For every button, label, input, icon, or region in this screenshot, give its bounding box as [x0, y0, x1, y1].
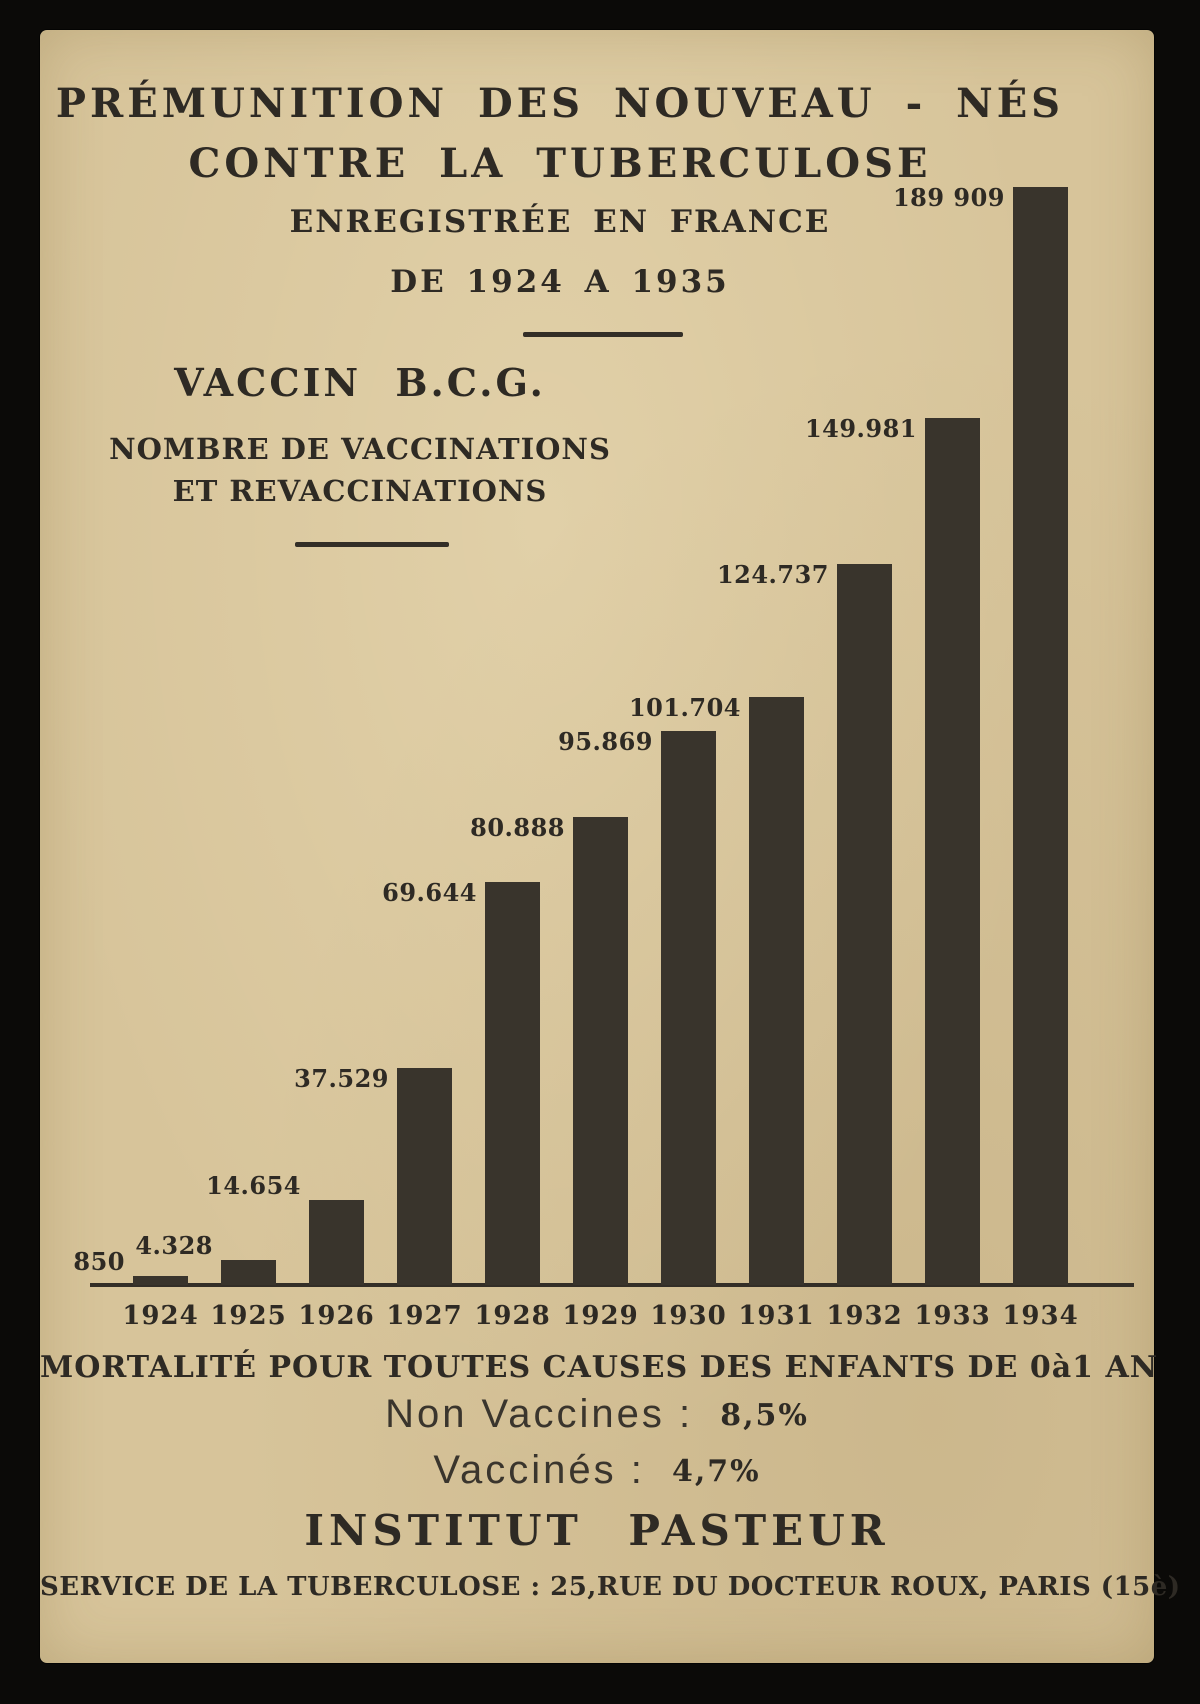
section-heading: VACCIN B.C.G. — [174, 360, 546, 405]
bar-value-label-1925: 4.328 — [135, 1231, 213, 1260]
title-line-2: CONTRE LA TUBERCULOSE — [188, 140, 932, 187]
bar-value-label-1928: 69.644 — [382, 878, 477, 907]
title-line-1: PRÉMUNITION DES NOUVEAU - NÉS — [55, 80, 1065, 127]
bar-value-label-1924: 850 — [73, 1247, 125, 1276]
divider-under-subtitle — [523, 332, 683, 337]
bar-1933 — [925, 418, 980, 1285]
axis-year-1931: 1931 — [738, 1301, 815, 1331]
bar-value-label-1927: 37.529 — [294, 1064, 389, 1093]
subtitle-line-1: ENREGISTRÉE EN FRANCE — [289, 204, 831, 240]
mortality-row-nonvaccines: Non Vaccines : 8,5% — [40, 1392, 1154, 1437]
axis-year-1928: 1928 — [474, 1301, 551, 1331]
service-address-line: SERVICE DE LA TUBERCULOSE : 25,RUE DU DO… — [40, 1572, 1181, 1602]
bar-1929 — [573, 817, 628, 1285]
bar-1934 — [1013, 187, 1068, 1285]
mortality-heading: MORTALITÉ POUR TOUTES CAUSES DES ENFANTS… — [40, 1350, 1159, 1385]
bar-value-label-1929: 80.888 — [470, 813, 565, 842]
bar-1930 — [661, 731, 716, 1285]
bar-value-label-1933: 149.981 — [804, 414, 917, 443]
axis-year-1926: 1926 — [298, 1301, 375, 1331]
section-subheading-2: ET REVACCINATIONS — [172, 474, 548, 508]
axis-year-1930: 1930 — [650, 1301, 727, 1331]
nonvaccines-value: 8,5% — [720, 1398, 809, 1433]
divider-under-section — [295, 542, 449, 547]
vaccines-label: Vaccinés : — [433, 1448, 645, 1492]
bar-value-label-1931: 101.704 — [628, 693, 741, 722]
x-axis-line — [90, 1283, 1134, 1287]
axis-year-1925: 1925 — [210, 1301, 287, 1331]
bar-1926 — [309, 1200, 364, 1285]
bar-1927 — [397, 1068, 452, 1285]
bar-chart: 850 1924 4.328 1925 14.654 1926 37.529 1927 69.6… — [40, 30, 1154, 1663]
bar-value-label-1934: 189 909 — [892, 183, 1005, 212]
bar-1932 — [837, 564, 892, 1285]
section-subheading-1: NOMBRE DE VACCINATIONS — [109, 432, 611, 466]
mortality-row-vaccines: Vaccinés : 4,7% — [40, 1448, 1154, 1493]
bar-1925 — [221, 1260, 276, 1285]
nonvaccines-label: Non Vaccines : — [385, 1392, 694, 1436]
axis-year-1933: 1933 — [914, 1301, 991, 1331]
axis-year-1932: 1932 — [826, 1301, 903, 1331]
vaccines-value: 4,7% — [671, 1454, 761, 1489]
axis-year-1924: 1924 — [122, 1301, 199, 1331]
institute-name: INSTITUT PASTEUR — [304, 1506, 890, 1555]
subtitle-line-2: DE 1924 A 1935 — [390, 264, 730, 300]
bar-value-label-1932: 124.737 — [716, 560, 829, 589]
poster-card: PRÉMUNITION DES NOUVEAU - NÉS CONTRE LA … — [40, 30, 1181, 1663]
bar-1928 — [485, 882, 540, 1285]
axis-year-1927: 1927 — [386, 1301, 463, 1331]
bar-value-label-1926: 14.654 — [206, 1171, 301, 1200]
bar-value-label-1930: 95.869 — [558, 727, 653, 756]
axis-year-1929: 1929 — [562, 1301, 639, 1331]
bar-1924 — [133, 1276, 188, 1285]
bar-1931 — [749, 697, 804, 1285]
axis-year-1934: 1934 — [1002, 1301, 1079, 1331]
